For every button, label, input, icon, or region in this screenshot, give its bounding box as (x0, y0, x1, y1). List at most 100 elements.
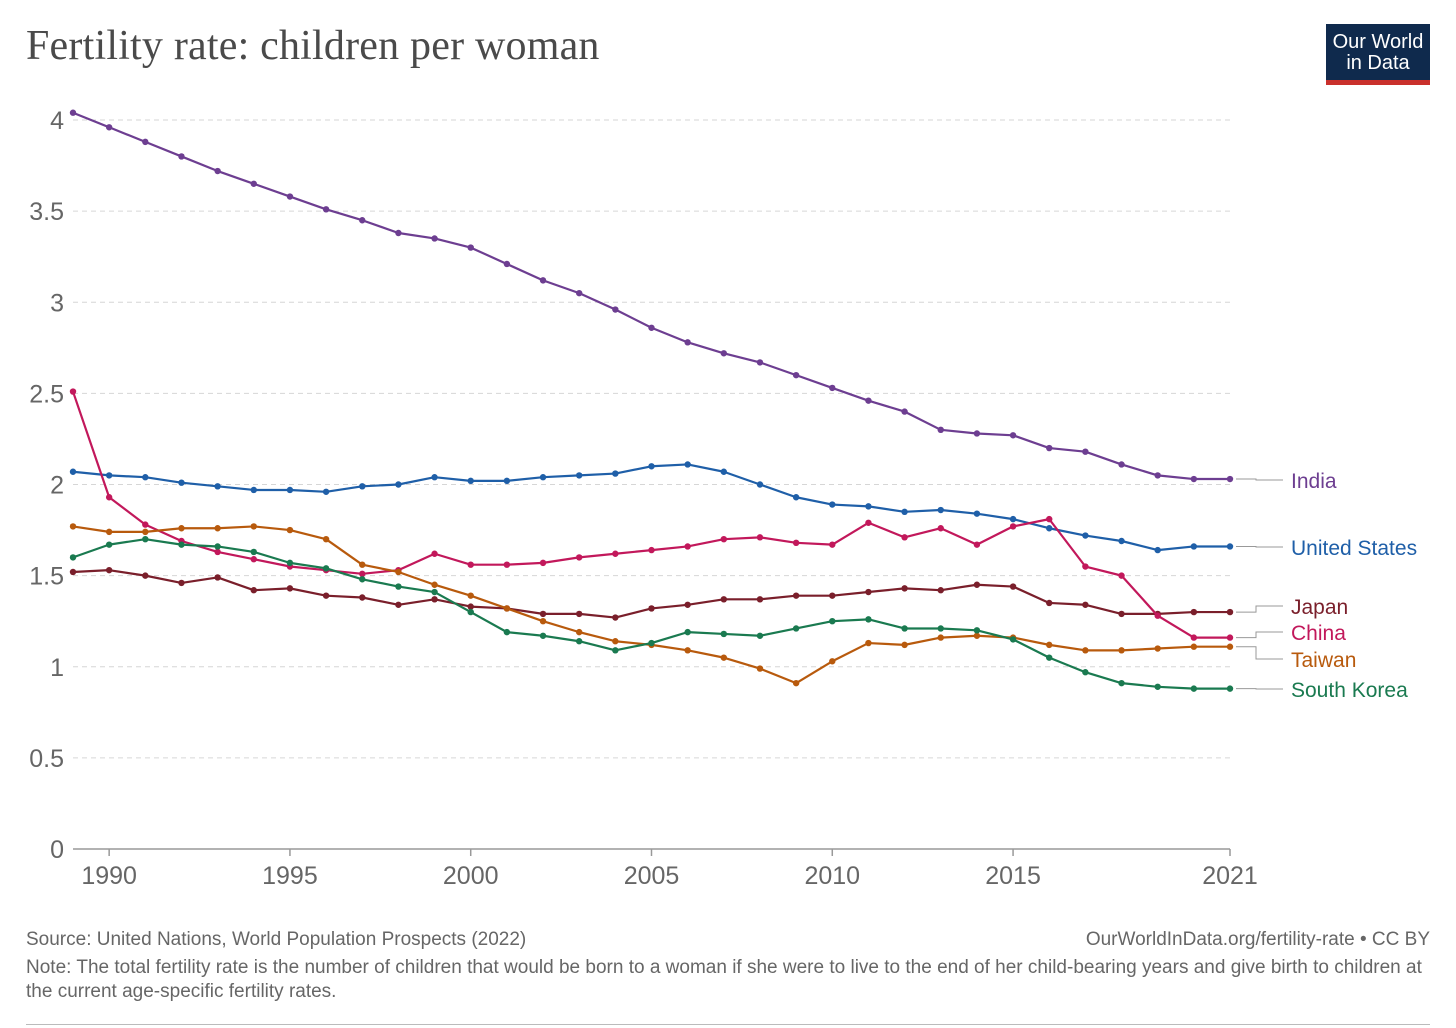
data-point (503, 561, 511, 568)
data-point (359, 594, 366, 601)
logo-line-2: in Data (1346, 52, 1410, 74)
data-point (792, 592, 800, 599)
data-point (1226, 608, 1234, 616)
data-point (395, 481, 402, 488)
data-point (648, 605, 655, 612)
data-point (1118, 647, 1125, 654)
y-tick-label: 1 (50, 654, 64, 682)
data-point (539, 617, 547, 625)
data-point (1046, 599, 1053, 607)
license-link[interactable]: OurWorldInData.org/fertility-rate • CC B… (1085, 929, 1430, 950)
data-point (1226, 475, 1234, 483)
data-point (1190, 685, 1198, 692)
data-point (214, 548, 221, 556)
data-point (1118, 461, 1125, 468)
data-point (1009, 583, 1017, 590)
data-point (792, 494, 800, 501)
data-point (214, 574, 221, 581)
data-point (973, 581, 981, 588)
data-point (431, 550, 438, 557)
data-point (539, 632, 547, 639)
y-tick-label: 2 (50, 472, 64, 500)
data-point (829, 658, 836, 665)
data-point (829, 384, 836, 392)
data-point (865, 639, 872, 647)
data-point (322, 592, 330, 599)
data-point (69, 554, 77, 561)
x-tick-label: 2021 (1202, 862, 1258, 890)
data-point (1046, 525, 1053, 532)
data-point (937, 625, 944, 632)
data-point (973, 627, 981, 634)
data-point (1226, 685, 1234, 692)
data-point (756, 359, 764, 366)
data-point (792, 539, 800, 547)
data-point (901, 641, 908, 649)
data-point (286, 193, 294, 200)
data-point (1190, 643, 1198, 650)
data-point (214, 543, 221, 550)
data-point (539, 610, 547, 618)
data-point (105, 494, 113, 501)
data-point (503, 628, 511, 636)
data-point (286, 559, 294, 567)
data-point (359, 483, 366, 490)
y-tick-label: 0.5 (29, 745, 64, 773)
data-point (612, 647, 619, 654)
data-point (1226, 543, 1234, 550)
data-point (431, 596, 438, 603)
data-point (792, 371, 800, 379)
y-tick-label: 4 (50, 107, 64, 135)
data-point (142, 474, 149, 481)
label-connector (1236, 545, 1283, 548)
data-point (829, 617, 836, 625)
data-point (250, 548, 257, 556)
data-point (865, 397, 872, 404)
gridlines (73, 119, 1230, 759)
data-point (142, 521, 149, 528)
x-tick-label: 1990 (81, 862, 137, 890)
data-point (1082, 647, 1089, 654)
series-label: India (1291, 470, 1337, 493)
data-point (1226, 634, 1234, 641)
data-point (1154, 472, 1161, 479)
data-point (503, 605, 511, 612)
data-point (250, 523, 257, 530)
data-point (865, 519, 872, 526)
data-point (829, 501, 836, 508)
data-point (1082, 448, 1089, 455)
data-point (720, 630, 728, 638)
data-point (1226, 643, 1234, 650)
data-point (756, 596, 764, 603)
data-point (503, 260, 511, 268)
data-point (901, 508, 908, 516)
data-point (1118, 572, 1125, 579)
data-point (575, 289, 583, 297)
data-point (829, 592, 836, 599)
label-connector (1236, 631, 1283, 639)
data-point (901, 534, 908, 541)
data-point (250, 556, 257, 563)
data-point (467, 603, 474, 610)
data-point (1046, 654, 1053, 661)
data-point (178, 525, 185, 532)
series-line-china (71, 391, 1230, 639)
data-point (1082, 563, 1089, 570)
data-point (612, 470, 619, 477)
data-point (792, 625, 800, 632)
data-point (286, 486, 294, 494)
data-point (539, 559, 547, 567)
x-tick-label: 1995 (262, 862, 318, 890)
line-chart: 0 0.5 1 1.5 2 2.5 3 3.5 4 1990 1995 2000 2005 2010 201… (29, 107, 1417, 890)
data-point (792, 679, 800, 687)
label-connector (1236, 605, 1283, 613)
data-point (1154, 683, 1161, 690)
data-point (756, 481, 764, 488)
data-point (1118, 610, 1125, 618)
data-point (395, 229, 402, 237)
owid-logo[interactable]: Our World in Data (1326, 24, 1430, 85)
data-point (250, 587, 257, 594)
data-point (1154, 612, 1161, 619)
bottom-divider (26, 1024, 1430, 1025)
data-point (720, 596, 728, 603)
